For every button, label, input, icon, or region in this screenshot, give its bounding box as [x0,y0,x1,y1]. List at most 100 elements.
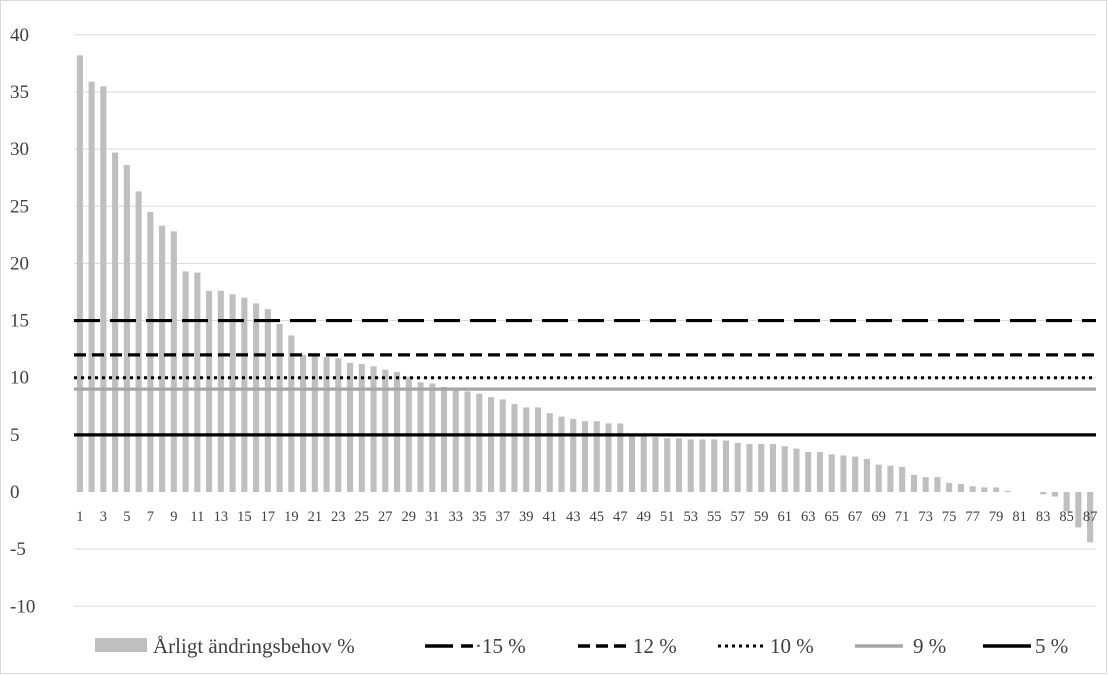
x-tick-label: 23 [331,509,346,525]
bar [993,487,1000,492]
bar [194,272,201,492]
legend: Årligt ändringsbehov % ·15 % 12 % 10 % 9 % 5 … [95,634,1068,658]
x-tick-label: 67 [848,509,863,525]
bar [746,443,753,492]
bar [300,354,307,492]
bar [910,474,917,492]
legend-label: Årligt ändringsbehov % [153,634,355,658]
x-tick-label: 51 [660,509,675,525]
x-tick-label: 9 [170,509,177,525]
bar [675,438,683,492]
x-axis-tick-labels: 1 3 5 7 9 11 13 15 17 19 21 23 25 27 29 31 33 35 37 39 41 43 4… [76,509,1097,525]
bar [875,464,882,492]
bar [476,393,483,492]
y-tick-label: 30 [10,139,29,160]
bar [699,439,706,492]
bar [652,437,659,492]
x-tick-label: 21 [308,509,323,525]
bar [523,407,530,492]
x-tick-label: 35 [472,509,487,525]
bars [76,55,1094,543]
bar [863,458,870,492]
bar [687,439,694,492]
bar [1004,490,1011,492]
x-tick-label: 75 [942,509,957,525]
x-tick-label: 53 [683,509,698,525]
x-tick-label: 85 [1059,509,1074,525]
bar [417,382,424,492]
x-tick-label: 83 [1036,509,1051,525]
bar [558,416,565,492]
y-tick-label: -10 [10,596,35,617]
bar [793,448,800,492]
bar [628,434,636,492]
bar [711,439,718,492]
x-tick-label: 87 [1083,509,1098,525]
bar [957,483,964,492]
bar [253,303,260,492]
bar [640,434,647,492]
x-tick-label: 81 [1012,509,1027,525]
y-tick-label: 35 [10,82,29,103]
x-tick-label: 29 [402,509,417,525]
bar [1051,492,1058,497]
x-tick-label: 47 [613,509,628,525]
bar [464,391,471,492]
legend-label: 10 % [770,634,814,658]
bar [899,466,906,492]
bar [170,231,177,492]
x-tick-label: 55 [707,509,722,525]
bar [546,413,553,492]
x-tick-label: 69 [871,509,886,525]
bar [323,357,330,492]
bar [229,294,236,492]
bar [452,387,459,492]
bar [593,421,600,492]
bar [828,454,835,492]
x-tick-label: 13 [214,509,229,525]
x-tick-label: 11 [190,509,204,525]
y-tick-label: 0 [10,482,20,503]
bar [981,487,988,492]
y-axis-tick-labels: -10 -5 0 5 10 15 20 25 30 35 40 [10,25,35,617]
x-tick-label: 39 [519,509,534,525]
bar [664,438,671,492]
bar [1040,492,1047,495]
reference-lines [74,318,1096,437]
bar [816,451,823,492]
bar [347,362,354,492]
y-tick-label: 40 [10,25,29,46]
bar [311,355,318,492]
x-tick-label: 63 [801,509,816,525]
bar [370,366,377,492]
bar [1063,492,1070,512]
bar [159,225,166,492]
bar [605,423,612,492]
bar [393,371,401,492]
bar [570,418,577,492]
x-tick-label: 5 [123,509,130,525]
x-tick-label: 31 [425,509,440,525]
x-tick-label: 7 [147,509,154,525]
bar [887,465,894,492]
bar [217,290,224,492]
bar [581,421,589,492]
bar [100,86,107,493]
x-tick-label: 65 [824,509,839,525]
x-tick-label: 61 [777,509,792,525]
bar [440,386,448,492]
x-tick-label: 25 [355,509,370,525]
bar [487,397,495,492]
x-tick-label: 43 [566,509,581,525]
bar [922,477,929,492]
bar [534,407,542,492]
bar [382,369,389,492]
bar [1075,492,1082,528]
y-tick-label: 15 [10,311,29,332]
x-tick-label: 27 [378,509,393,525]
x-tick-label: 73 [918,509,933,525]
bar [358,363,365,492]
